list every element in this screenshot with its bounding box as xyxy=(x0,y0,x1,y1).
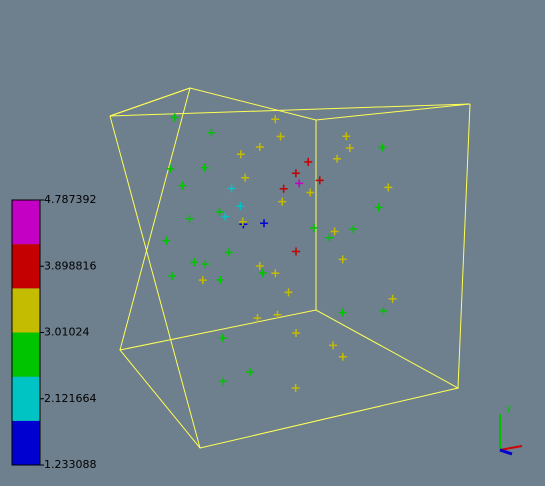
point xyxy=(260,219,269,228)
point xyxy=(166,164,175,173)
axis-label: Y xyxy=(505,406,512,416)
point xyxy=(255,262,264,271)
point xyxy=(284,288,293,297)
color-band xyxy=(12,376,40,421)
point xyxy=(201,260,210,269)
point xyxy=(215,207,224,216)
box-edge xyxy=(119,87,191,351)
box-edge xyxy=(109,87,471,121)
point xyxy=(238,217,247,226)
point xyxy=(255,143,264,151)
point xyxy=(330,227,339,236)
point xyxy=(338,255,347,264)
point xyxy=(279,184,288,193)
point xyxy=(292,247,301,256)
point xyxy=(220,212,229,221)
point xyxy=(219,377,228,386)
point xyxy=(241,173,250,182)
point xyxy=(216,275,225,284)
point xyxy=(190,258,199,267)
point xyxy=(227,184,236,193)
box-edge xyxy=(457,103,471,389)
point xyxy=(384,183,393,192)
point xyxy=(162,236,171,245)
point xyxy=(185,214,194,223)
point xyxy=(200,163,209,172)
point xyxy=(253,314,262,323)
point xyxy=(338,308,347,317)
point xyxy=(278,197,287,206)
box-edge xyxy=(119,309,460,449)
point xyxy=(246,367,255,376)
tick-label: 3.898816 xyxy=(44,259,97,272)
points xyxy=(162,113,397,392)
point xyxy=(342,132,351,141)
point xyxy=(291,383,300,392)
tick-label: 4.787392 xyxy=(44,193,97,206)
point xyxy=(207,128,216,137)
point xyxy=(304,157,313,166)
point xyxy=(333,154,342,163)
point xyxy=(388,294,397,303)
color-legend: 1.233088 2.121664 3.01024 3.898816 4.787392 xyxy=(11,193,97,471)
point xyxy=(258,269,267,278)
bounding-box xyxy=(109,87,471,449)
point xyxy=(315,176,324,185)
point xyxy=(271,269,280,278)
point xyxy=(236,202,245,211)
point xyxy=(374,203,383,212)
point xyxy=(168,271,177,280)
point xyxy=(295,179,304,188)
point xyxy=(345,144,354,153)
tick-label: 3.01024 xyxy=(44,326,90,339)
point xyxy=(178,181,187,190)
point xyxy=(378,143,387,152)
point xyxy=(338,352,347,361)
box-edge xyxy=(109,115,201,449)
color-band xyxy=(12,288,40,333)
tick-label: 2.121664 xyxy=(44,392,97,405)
point xyxy=(306,188,315,197)
point xyxy=(379,306,388,315)
point xyxy=(276,132,285,141)
color-band xyxy=(12,244,40,289)
point xyxy=(291,169,300,178)
point xyxy=(271,115,280,124)
point xyxy=(292,329,301,338)
point xyxy=(198,276,207,285)
point xyxy=(325,233,334,242)
x-axis-arrow xyxy=(499,445,523,451)
point xyxy=(224,248,233,257)
point xyxy=(349,225,358,234)
color-band xyxy=(12,332,40,377)
point xyxy=(170,113,179,122)
point xyxy=(329,341,338,350)
box-edge xyxy=(109,87,191,117)
point xyxy=(273,310,282,319)
tick-label: 1.233088 xyxy=(44,458,97,471)
orientation-axes: Y xyxy=(499,406,523,456)
point xyxy=(310,223,319,232)
color-band xyxy=(12,420,40,465)
z-axis-arrow xyxy=(499,448,513,456)
point xyxy=(236,150,245,159)
point xyxy=(218,333,227,342)
color-band xyxy=(12,200,40,245)
